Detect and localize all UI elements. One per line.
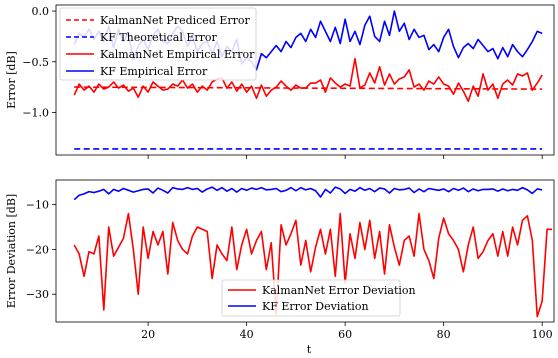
bottom-x-tick-label: 40	[240, 328, 254, 341]
legend-label-kalmannet-error-deviation: KalmanNet Error Deviation	[262, 284, 416, 297]
top-y-tick-label: −1.0	[22, 106, 49, 119]
bottom-x-tick-label: 100	[532, 328, 553, 341]
bottom-x-tick-label: 20	[141, 328, 155, 341]
legend-label-kf-empirical-error: KF Empirical Error	[100, 65, 208, 78]
top-y-ticks: 0.0 −0.5 −1.0	[22, 5, 56, 119]
legend-label-kf-theoretical-error: KF Theoretical Error	[100, 31, 218, 44]
top-x-ticks	[147, 155, 543, 159]
top-y-tick-label: −0.5	[22, 56, 49, 69]
bottom-y-ticks: −10 −20 −30	[26, 199, 56, 301]
bottom-y-tick-label: −20	[26, 243, 49, 256]
top-legend-box	[59, 7, 257, 81]
legend-label-kf-error-deviation: KF Error Deviation	[262, 300, 369, 313]
series-line-kalmannet-prediced-error	[74, 86, 543, 90]
series-line-kalmannet-empirical-error	[73, 57, 543, 103]
top-y-axis-label: Error [dB]	[5, 51, 18, 109]
bottom-x-tick-label: 60	[338, 328, 352, 341]
bottom-x-ticks: 20 40 60 80 100	[141, 322, 553, 341]
series-line-kalmannet-error-deviation	[73, 212, 553, 318]
top-y-tick-label: 0.0	[32, 5, 50, 18]
top-plot-frame	[55, 4, 555, 156]
bottom-x-axis-label: t	[307, 343, 312, 356]
top-plot: 0.0 −0.5 −1.0 Error [dB] KalmanNet Predice…	[5, 4, 555, 159]
bottom-legend-box	[221, 279, 401, 317]
bottom-legend: KalmanNet Error Deviation KF Error Devia…	[221, 279, 416, 317]
bottom-y-axis-label: Error Deviation [dB]	[5, 194, 18, 308]
bottom-x-tick-label: 80	[437, 328, 451, 341]
legend-label-kalmannet-prediced-error: KalmanNet Prediced Error	[100, 14, 251, 27]
top-legend: KalmanNet Prediced Error KF Theoretical …	[59, 7, 257, 81]
bottom-plot: −10 −20 −30 20 40 60 80 100 Error Deviation [d…	[5, 179, 555, 356]
bottom-y-tick-label: −30	[26, 288, 49, 301]
series-line-kf-error-deviation	[73, 186, 543, 201]
bottom-y-tick-label: −10	[26, 199, 49, 212]
bottom-series-group	[73, 186, 553, 318]
bottom-plot-frame	[55, 179, 555, 323]
legend-label-kalmannet-empirical-error: KalmanNet Empirical Error	[100, 48, 255, 61]
